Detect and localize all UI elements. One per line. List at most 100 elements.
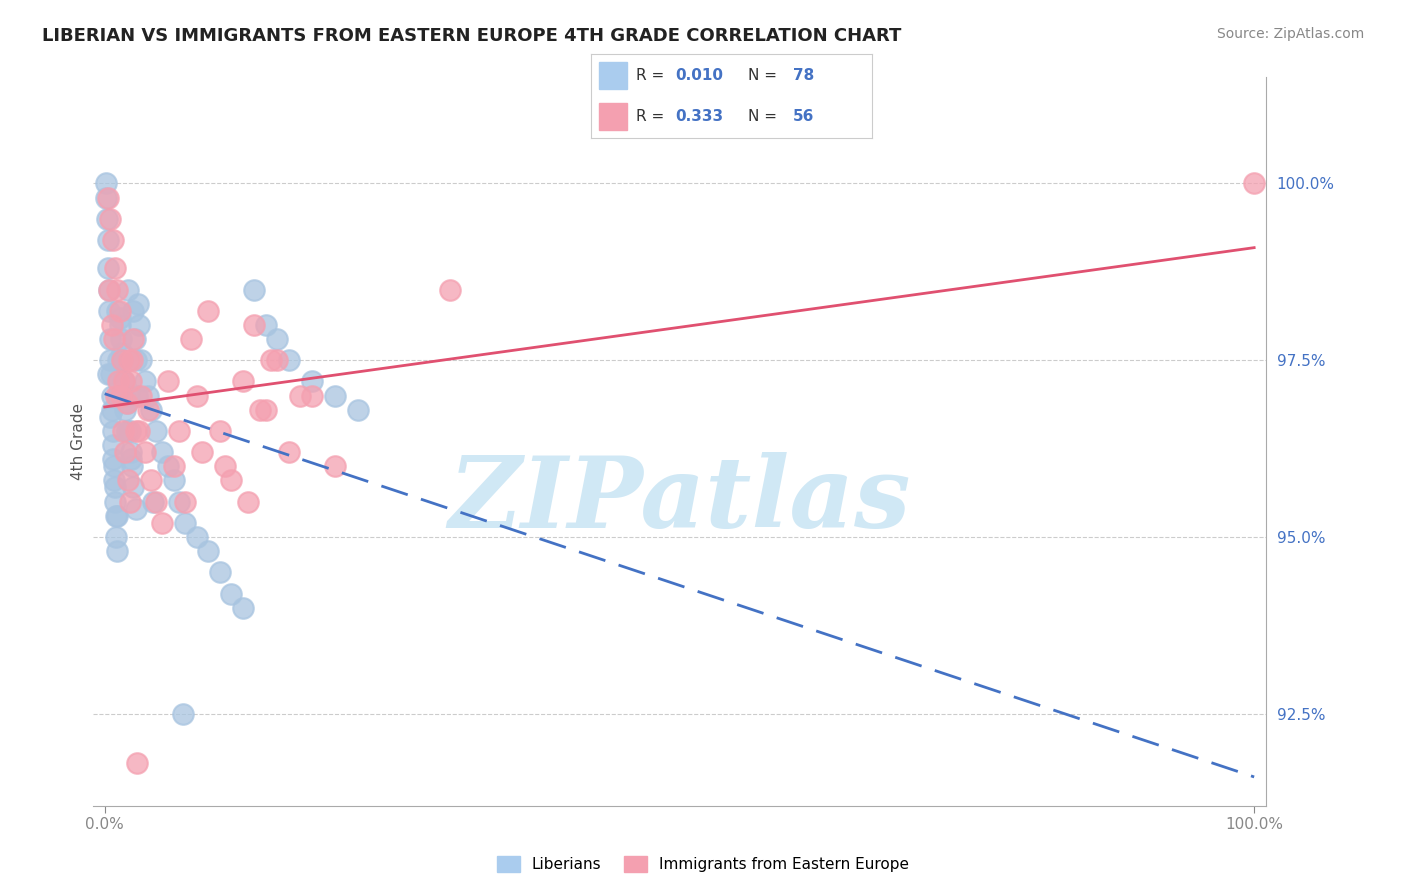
Point — [125, 424, 148, 438]
Point — [96, 211, 118, 226]
Point — [100, 211, 122, 226]
Point — [103, 474, 125, 488]
Point — [115, 395, 138, 409]
Point — [138, 402, 160, 417]
Point — [145, 494, 167, 508]
Point — [122, 480, 145, 494]
Point — [197, 544, 219, 558]
Point — [97, 283, 120, 297]
Point — [96, 191, 118, 205]
Point — [124, 332, 146, 346]
Point — [145, 424, 167, 438]
Point — [138, 388, 160, 402]
Point — [156, 459, 179, 474]
Point — [219, 474, 242, 488]
Point — [266, 353, 288, 368]
Point — [101, 233, 124, 247]
Point — [266, 332, 288, 346]
Point — [112, 388, 135, 402]
Point — [174, 516, 197, 530]
Text: Source: ZipAtlas.com: Source: ZipAtlas.com — [1216, 27, 1364, 41]
Point — [115, 395, 138, 409]
Y-axis label: 4th Grade: 4th Grade — [72, 403, 86, 480]
Point — [103, 332, 125, 346]
Point — [139, 474, 162, 488]
Point — [107, 375, 129, 389]
Point — [125, 388, 148, 402]
Point — [120, 445, 142, 459]
Point — [186, 388, 208, 402]
Point — [150, 516, 173, 530]
Point — [101, 402, 124, 417]
Point — [100, 368, 122, 382]
Point — [180, 332, 202, 346]
Point — [100, 388, 122, 402]
Point — [111, 353, 134, 368]
Point — [97, 191, 120, 205]
Point — [134, 445, 156, 459]
Point — [214, 459, 236, 474]
Point — [104, 508, 127, 523]
Point — [301, 375, 323, 389]
Point — [323, 388, 346, 402]
Point — [112, 424, 135, 438]
Point — [112, 375, 135, 389]
Point — [111, 346, 134, 360]
Text: 0.010: 0.010 — [675, 68, 723, 83]
Point — [208, 424, 231, 438]
Text: LIBERIAN VS IMMIGRANTS FROM EASTERN EUROPE 4TH GRADE CORRELATION CHART: LIBERIAN VS IMMIGRANTS FROM EASTERN EURO… — [42, 27, 901, 45]
Point — [134, 375, 156, 389]
Point — [118, 424, 141, 438]
Point — [156, 375, 179, 389]
Point — [104, 261, 127, 276]
Point — [118, 424, 141, 438]
Point — [104, 480, 127, 494]
Point — [249, 402, 271, 417]
Text: N =: N = — [748, 109, 778, 124]
Point — [243, 318, 266, 332]
Point — [120, 375, 142, 389]
Point — [104, 494, 127, 508]
FancyBboxPatch shape — [599, 62, 627, 89]
Point — [121, 459, 143, 474]
Point — [150, 445, 173, 459]
Point — [142, 494, 165, 508]
Point — [191, 445, 214, 459]
Point — [118, 494, 141, 508]
Point — [117, 283, 139, 297]
Point — [125, 756, 148, 771]
Point — [105, 530, 128, 544]
Point — [117, 474, 139, 488]
Point — [118, 353, 141, 368]
Point — [197, 303, 219, 318]
Point — [125, 353, 148, 368]
Text: R =: R = — [636, 109, 669, 124]
Point — [96, 233, 118, 247]
Point — [139, 402, 162, 417]
Point — [439, 283, 461, 297]
Point — [120, 452, 142, 467]
Point — [114, 445, 136, 459]
Point — [128, 424, 150, 438]
Legend: Liberians, Immigrants from Eastern Europe: Liberians, Immigrants from Eastern Europ… — [489, 848, 917, 880]
Point — [94, 177, 117, 191]
Point — [174, 494, 197, 508]
Text: N =: N = — [748, 68, 778, 83]
Point — [346, 402, 368, 417]
Point — [101, 424, 124, 438]
Point — [108, 310, 131, 325]
Point — [112, 375, 135, 389]
Text: ZIPatlas: ZIPatlas — [449, 451, 911, 548]
Point — [122, 332, 145, 346]
Point — [131, 353, 153, 368]
Point — [105, 544, 128, 558]
Point — [1243, 177, 1265, 191]
Point — [301, 388, 323, 402]
Point — [208, 566, 231, 580]
Point — [110, 388, 132, 402]
Point — [107, 388, 129, 402]
Point — [238, 494, 260, 508]
Point — [232, 375, 254, 389]
Point — [98, 283, 121, 297]
Point — [277, 445, 299, 459]
